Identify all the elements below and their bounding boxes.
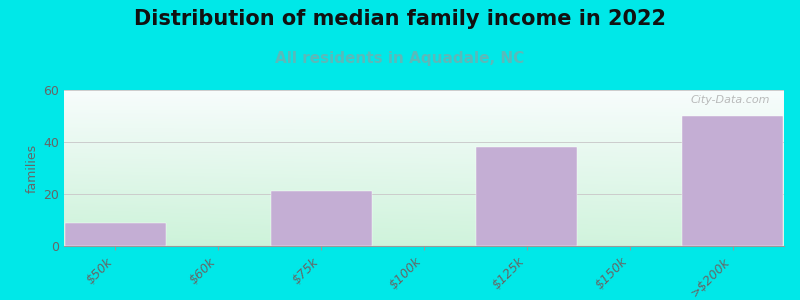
Y-axis label: families: families	[26, 143, 39, 193]
Text: Distribution of median family income in 2022: Distribution of median family income in …	[134, 9, 666, 29]
Bar	[65, 223, 166, 246]
Bar	[270, 191, 371, 246]
Text: City-Data.com: City-Data.com	[690, 95, 770, 105]
Bar	[477, 147, 578, 246]
Bar	[682, 116, 783, 246]
Text: All residents in Aquadale, NC: All residents in Aquadale, NC	[275, 51, 525, 66]
